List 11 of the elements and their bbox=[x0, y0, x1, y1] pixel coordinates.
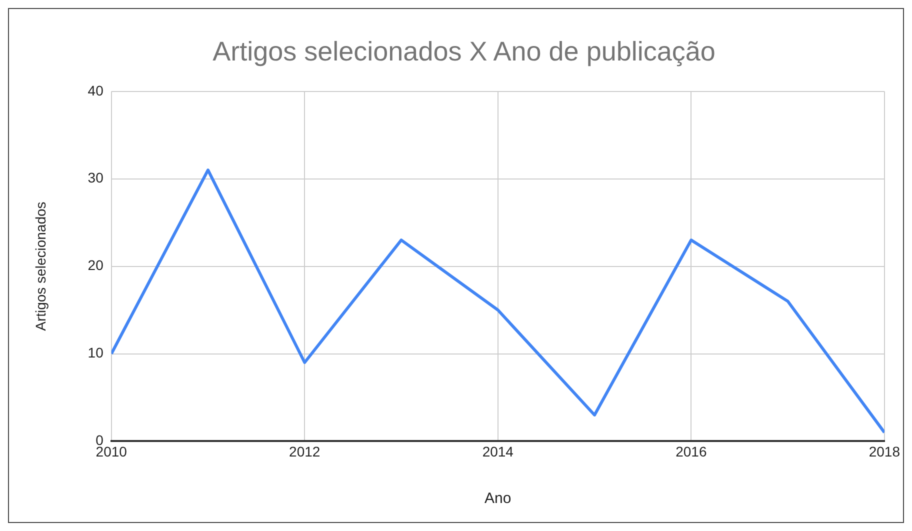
x-axis-title: Ano bbox=[484, 490, 512, 508]
x-tick-label: 2018 bbox=[868, 443, 900, 460]
y-axis-title: Artigos selecionados bbox=[32, 202, 48, 331]
y-tick-label: 30 bbox=[88, 170, 104, 186]
y-tick-label: 20 bbox=[88, 257, 104, 274]
x-tick-label: 2016 bbox=[676, 443, 707, 460]
y-tick-label: 10 bbox=[88, 344, 104, 361]
chart-title: Artigos selecionados X Ano de publicação bbox=[212, 36, 716, 67]
y-tick-label: 40 bbox=[88, 82, 104, 98]
x-tick-label: 2012 bbox=[289, 443, 320, 460]
x-tick-label: 2014 bbox=[482, 443, 514, 460]
